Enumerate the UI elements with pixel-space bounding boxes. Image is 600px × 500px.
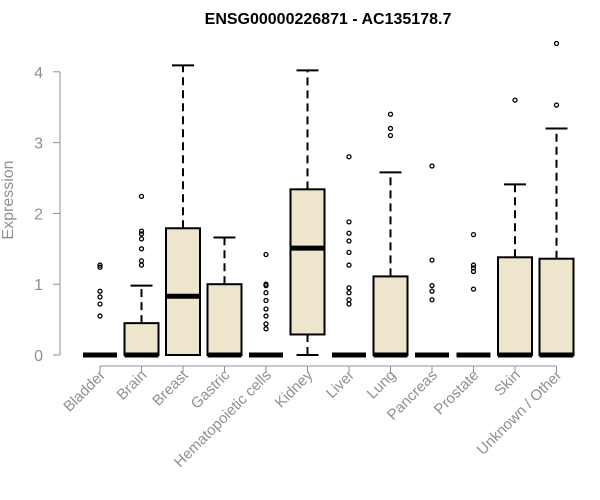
outlier-point <box>138 262 145 268</box>
outlier-point <box>97 313 103 319</box>
outlier-point <box>346 297 352 303</box>
outlier-point <box>97 262 103 268</box>
box-brain <box>123 193 160 358</box>
outlier-point <box>470 231 477 238</box>
y-tick-label: 3 <box>34 136 43 153</box>
outlier-point <box>346 249 352 255</box>
outlier-point <box>470 265 477 271</box>
box-body <box>289 188 326 336</box>
box-body <box>538 257 575 357</box>
outlier-point <box>346 301 352 307</box>
outlier-point <box>553 40 560 47</box>
box-lung <box>372 111 409 358</box>
outlier-point <box>387 125 394 132</box>
outlier-point <box>263 281 269 287</box>
x-tick-label: Skin <box>491 367 524 400</box>
box-body <box>206 283 243 357</box>
x-tick-label: Bladder <box>60 367 109 416</box>
outlier-point <box>470 286 477 292</box>
x-tick-label: Lung <box>364 367 400 403</box>
outlier-point <box>387 111 394 117</box>
outlier-point <box>387 132 394 139</box>
box-gastric <box>206 236 243 358</box>
y-tick-label: 1 <box>34 277 43 294</box>
outlier-point <box>263 306 269 312</box>
box-body <box>497 256 533 356</box>
box-bladder <box>83 262 117 358</box>
box-hematopoietic-cells <box>249 251 283 358</box>
box-unknown-other <box>538 40 575 358</box>
outlier-point <box>553 102 560 108</box>
outlier-point <box>429 282 435 289</box>
outlier-point <box>138 258 145 264</box>
outlier-point <box>429 257 435 263</box>
x-tick-label: Brain <box>114 367 151 404</box>
outlier-point <box>263 326 269 332</box>
outlier-point <box>97 294 103 300</box>
y-tick-label: 2 <box>34 206 43 223</box>
x-tick-label: Prostate <box>431 367 483 419</box>
outlier-point <box>263 321 269 327</box>
outlier-point <box>97 288 103 294</box>
outlier-point <box>263 290 269 296</box>
outlier-point <box>512 97 518 103</box>
outlier-point <box>346 285 352 291</box>
outlier-point <box>346 262 352 268</box>
outlier-point <box>138 228 145 234</box>
y-axis-label: Expression <box>0 160 17 239</box>
outlier-point <box>470 262 477 268</box>
outlier-point <box>346 219 352 225</box>
box-prostate <box>456 231 491 358</box>
box-body <box>123 322 160 357</box>
outlier-point <box>97 301 103 307</box>
outlier-point <box>429 163 435 169</box>
outlier-point <box>138 246 145 252</box>
x-tick-label: Liver <box>323 367 358 402</box>
y-tick-label: 0 <box>34 348 43 365</box>
chart-title: ENSG00000226871 - AC135178.7 <box>205 11 452 28</box>
box-breast <box>165 64 201 357</box>
x-tick-label: Breast <box>149 366 192 409</box>
box-body <box>372 275 409 356</box>
outlier-point <box>346 290 352 296</box>
outlier-point <box>346 154 352 160</box>
outlier-point <box>346 238 352 244</box>
outlier-point <box>138 236 145 242</box>
box-series <box>83 40 575 358</box>
box-skin <box>497 97 533 358</box>
box-pancreas <box>415 163 449 358</box>
outlier-point <box>138 231 145 237</box>
outlier-point <box>138 193 145 200</box>
outlier-point <box>97 264 103 270</box>
outlier-point <box>346 230 352 236</box>
outlier-point <box>263 313 269 319</box>
outlier-point <box>263 251 269 258</box>
box-body <box>165 227 201 357</box>
box-liver <box>332 154 366 358</box>
x-tick-label: Kidney <box>272 366 317 411</box>
outlier-point <box>429 288 435 294</box>
outlier-point <box>429 297 435 303</box>
outlier-point <box>263 297 269 304</box>
y-tick-label: 4 <box>34 65 43 82</box>
y-axis: 0 1 2 3 4 <box>34 65 61 365</box>
box-kidney <box>289 69 326 356</box>
